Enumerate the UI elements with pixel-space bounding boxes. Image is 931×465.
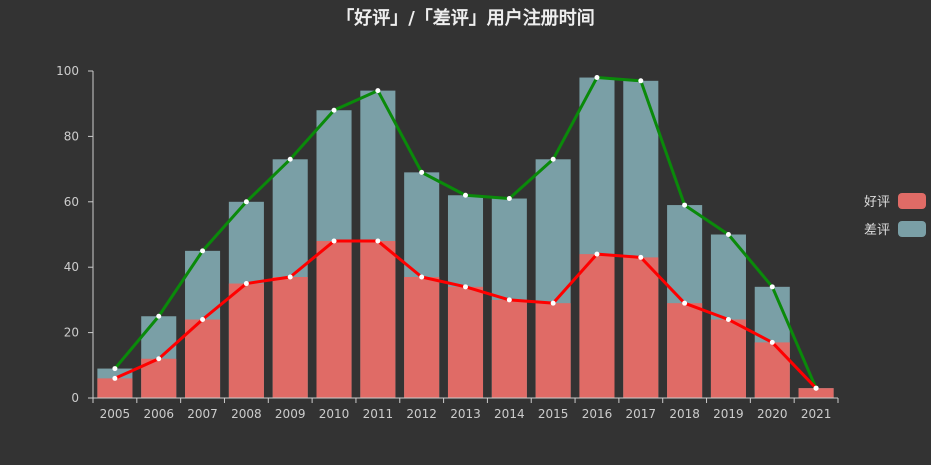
point-good-2021[interactable] (813, 385, 819, 391)
bar-good-2012[interactable] (404, 277, 440, 398)
point-bad-2008[interactable] (243, 199, 249, 205)
point-bad-2010[interactable] (331, 107, 337, 113)
bar-good-2009[interactable] (272, 277, 308, 398)
bar-good-2017[interactable] (623, 257, 659, 398)
point-bad-2006[interactable] (156, 313, 162, 319)
legend-swatch (898, 221, 926, 237)
bar-good-2013[interactable] (447, 286, 484, 398)
y-tick-label-0: 0 (71, 391, 79, 405)
x-tick-label-2009: 2009 (275, 407, 306, 421)
bar-good-2020[interactable] (754, 342, 790, 398)
legend-swatch (898, 193, 926, 209)
legend-item-bad[interactable]: 差评 (864, 221, 926, 238)
axes-layer: 0 20 40 60 80 100 2005 2006 2007 2008 2009 2010 2011… (56, 64, 839, 421)
point-bad-2019[interactable] (725, 232, 731, 237)
x-tick-label-2005: 2005 (100, 407, 131, 421)
point-good-2018[interactable] (682, 300, 688, 306)
point-bad-2020[interactable] (769, 284, 775, 290)
point-good-2010[interactable] (331, 238, 337, 244)
bar-good-2019[interactable] (710, 319, 746, 398)
x-tick-label-2014: 2014 (494, 407, 525, 421)
y-tick-label-100: 100 (56, 64, 79, 78)
point-good-2005[interactable] (112, 375, 118, 381)
x-tick-label-2016: 2016 (582, 407, 613, 421)
bar-good-2014[interactable] (491, 299, 527, 398)
point-good-2016[interactable] (594, 251, 600, 257)
x-tick-label-2011: 2011 (363, 407, 394, 421)
point-good-2009[interactable] (287, 274, 293, 280)
point-bad-2014[interactable] (506, 196, 512, 202)
point-good-2017[interactable] (638, 254, 644, 260)
point-good-2007[interactable] (200, 317, 206, 323)
y-tick-label-40: 40 (64, 260, 79, 274)
x-tick-label-2019: 2019 (713, 407, 744, 421)
bar-good-2008[interactable] (228, 283, 264, 398)
x-tick-label-2015: 2015 (538, 407, 569, 421)
point-good-2012[interactable] (419, 274, 425, 280)
bar-good-2016[interactable] (579, 254, 615, 398)
bars-layer (97, 77, 834, 399)
point-good-2014[interactable] (506, 297, 512, 303)
point-good-2019[interactable] (725, 317, 731, 323)
point-bad-2007[interactable] (200, 248, 206, 254)
point-bad-2015[interactable] (550, 156, 556, 162)
point-bad-2018[interactable] (682, 202, 688, 208)
bar-good-2015[interactable] (535, 303, 571, 398)
point-bad-2016[interactable] (594, 75, 600, 81)
point-bad-2005[interactable] (112, 366, 118, 372)
x-tick-label-2018: 2018 (669, 407, 700, 421)
x-tick-label-2013: 2013 (450, 407, 481, 421)
y-tick-label-80: 80 (64, 129, 79, 143)
legend-label: 差评 (864, 223, 890, 238)
x-tick-label-2006: 2006 (143, 407, 174, 421)
point-bad-2017[interactable] (638, 78, 644, 84)
x-tick-label-2010: 2010 (319, 407, 350, 421)
bar-good-2010[interactable] (316, 241, 352, 398)
point-good-2013[interactable] (463, 284, 468, 290)
bar-good-2018[interactable] (667, 303, 703, 398)
point-bad-2013[interactable] (463, 192, 468, 198)
legend-item-good[interactable]: 好评 (864, 193, 926, 210)
y-tick-label-20: 20 (64, 326, 79, 340)
chart-title: 「好评」/「差评」用户注册时间 (336, 8, 595, 29)
point-good-2008[interactable] (243, 281, 249, 287)
point-bad-2009[interactable] (287, 156, 293, 162)
x-tick-label-2020: 2020 (757, 407, 788, 421)
point-good-2011[interactable] (375, 238, 381, 244)
x-tick-label-2012: 2012 (406, 407, 437, 421)
point-bad-2012[interactable] (419, 169, 425, 175)
point-good-2015[interactable] (550, 300, 556, 306)
bar-good-2007[interactable] (185, 319, 221, 398)
point-good-2006[interactable] (156, 356, 162, 362)
bar-good-2005[interactable] (97, 378, 133, 398)
point-good-2020[interactable] (769, 339, 775, 345)
x-tick-label-2008: 2008 (231, 407, 262, 421)
point-bad-2011[interactable] (375, 88, 381, 94)
y-tick-label-60: 60 (64, 195, 79, 209)
x-tick-label-2007: 2007 (187, 407, 218, 421)
x-tick-label-2021: 2021 (801, 407, 832, 421)
bar-good-2021[interactable] (798, 388, 834, 398)
bar-good-2011[interactable] (360, 241, 396, 398)
points-layer (112, 75, 819, 391)
legend-label: 好评 (864, 195, 890, 210)
x-tick-label-2017: 2017 (626, 407, 657, 421)
